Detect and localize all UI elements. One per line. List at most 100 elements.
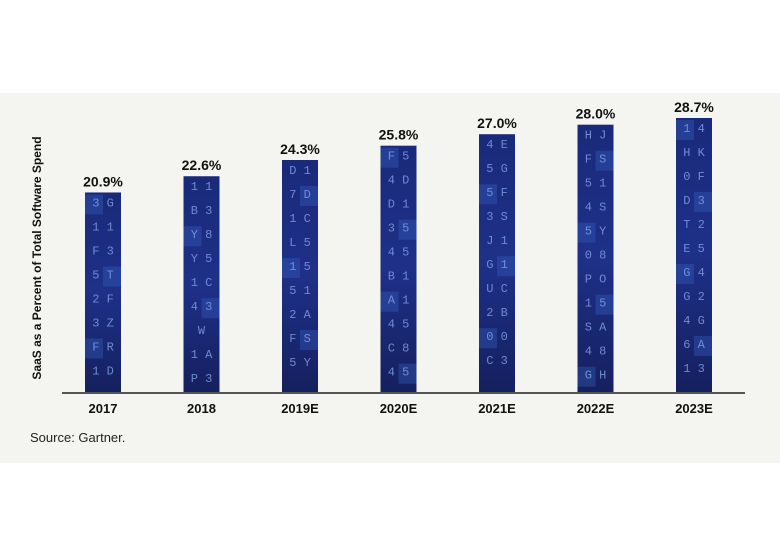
bar-texture-block [577,222,596,243]
bar-glyph: F 3 [92,244,114,258]
bar-glyph: 4 3 [191,300,213,314]
bar-texture-block [282,258,300,279]
bar-glyph: 3 S [486,210,508,224]
bar-glyph: G 1 [486,258,508,272]
bar-glyph: 0 8 [585,249,607,263]
bar-glyph: 1 D [92,364,114,378]
bar-glyph: 2 B [486,306,508,320]
bar-texture-block [300,186,318,207]
bar-texture-block [380,291,399,312]
x-tick-label: 2018 [187,401,216,416]
bar-glyph: A 1 [388,294,410,308]
bar-glyph: 1 5 [289,260,311,274]
bar-glyph: 4 D [388,174,410,188]
bar-glyph: 5 1 [585,177,607,191]
bar-glyph: 1 5 [585,297,607,311]
bar-glyph: E 5 [683,242,705,256]
bar-glyph: L 5 [289,236,311,250]
bar-texture-block [201,298,220,319]
bar-texture-block [85,338,103,359]
bar-2018 [183,176,220,392]
bar-texture-block [676,264,694,284]
bar-glyph: U C [486,282,508,296]
bar-texture-block [694,336,712,356]
bar-glyph: 2 A [289,308,311,322]
bar-texture-block [595,294,614,315]
bar-glyph: Y 5 [191,252,213,266]
bar-glyph: 4 8 [585,345,607,359]
bar-texture-block [380,147,399,168]
bar-texture-block [398,363,417,384]
bar-glyph: 1 C [289,212,311,226]
bar-glyph: Y 8 [191,228,213,242]
bar-glyph: H K [683,146,705,160]
bar-2021E [479,134,515,392]
bar-glyph: B 3 [191,204,213,218]
bar-glyph: 7 D [289,188,311,202]
bar-texture-block [183,226,202,247]
source-note: Source: Gartner. [30,430,126,445]
bar-texture-block [595,150,614,171]
bar-glyph: J 1 [486,234,508,248]
value-label: 25.8% [379,127,419,143]
bar-glyph: 1 A [191,348,213,362]
bar-glyph: D 3 [683,194,705,208]
bar-glyph: 6 A [683,338,705,352]
bar-glyph: 5 G [486,162,508,176]
bar-glyph: 3 Z [92,316,114,330]
x-tick-label: 2017 [89,401,118,416]
value-label: 24.3% [280,141,320,157]
bar-texture-block [479,184,497,205]
bar-glyph: 3 5 [388,222,410,236]
bar-texture-block [577,366,596,387]
bar-texture-block [103,266,121,287]
bar-glyph: 4 5 [388,366,410,380]
bar-glyph: 1 1 [92,220,114,234]
bar-glyph: B 1 [388,270,410,284]
bar-glyph: 4 S [585,201,607,215]
value-label: 20.9% [83,173,123,189]
bar-glyph: 1 4 [683,122,705,136]
bar-glyph: 0 F [683,170,705,184]
bar-glyph: 1 1 [191,180,213,194]
x-tick-label: 2022E [577,401,615,416]
bar-2019E [282,160,318,392]
bar-glyph: 0 0 [486,330,508,344]
bar-glyph: D 1 [388,198,410,212]
bar-glyph: G 4 [683,266,705,280]
bar-texture-block [300,330,318,351]
bar-texture-block [85,194,103,215]
bar-glyph: P O [585,273,607,287]
x-tick-label: 2020E [380,401,418,416]
bar-glyph: F S [585,153,607,167]
bar-2022E [577,124,614,393]
bar-glyph: G 2 [683,290,705,304]
bar-texture-block [694,192,712,212]
bar-2023E [676,118,712,392]
bar-glyph: 5 T [92,268,114,282]
x-tick-label: 2023E [675,401,713,416]
bar-glyph: F R [92,340,114,354]
bar-glyph: H J [585,129,607,143]
bar-glyph: 3 G [92,196,114,210]
bar-glyph: W [198,324,206,338]
bar-glyph: 2 F [92,292,114,306]
bar-glyph: 4 5 [388,246,410,260]
bar-texture-block [497,256,515,277]
value-label: 28.7% [674,99,714,115]
bar-glyph: 5 1 [289,284,311,298]
bar-2020E [380,145,417,392]
bar-glyph: 1 C [191,276,213,290]
bar-glyph: G H [585,369,607,383]
bar-glyph: 5 Y [585,225,607,239]
value-label: 28.0% [576,106,616,122]
bar-glyph: C 8 [388,342,410,356]
bar-glyph: F S [289,332,311,346]
bar-glyph: S A [585,321,607,335]
bar-glyph: T 2 [683,218,705,232]
bar-glyph: F 5 [388,150,410,164]
bar-glyph: D 1 [289,164,311,178]
bar-glyph: P 3 [191,372,213,386]
y-axis-label: SaaS as a Percent of Total Software Spen… [30,136,44,379]
